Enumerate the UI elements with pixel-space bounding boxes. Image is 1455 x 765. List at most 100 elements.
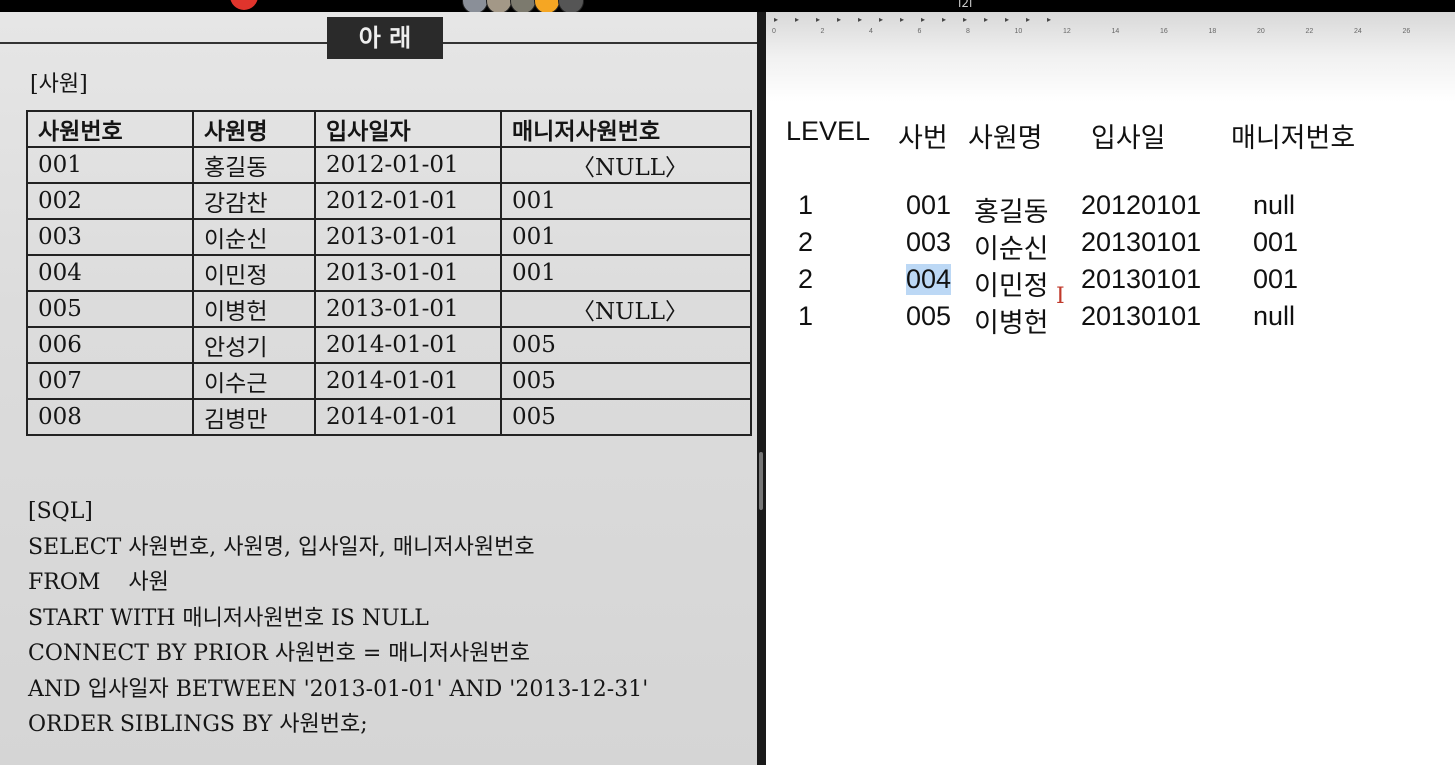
table-name: [사원] [30,72,88,97]
table-row: 007 이수근 2014-01-01 005 [26,362,752,400]
row-emp-no[interactable]: 003 [906,227,952,257]
tab-stop-icon[interactable]: ▸ [942,15,947,24]
header-emp-no: 사번 [898,123,948,153]
tab-stop-icon[interactable]: ▸ [795,15,800,24]
row-hire-date[interactable]: 20130101 [1081,301,1202,331]
table-cell: 001 [500,218,752,256]
header-manager-no: 매니저번호 [1231,123,1356,153]
ruler-number: 8 [966,28,970,35]
section-title: 아 래 [327,17,443,59]
tab-stop-icon[interactable]: ▸ [984,15,989,24]
table-cell: 이수근 [192,362,316,400]
row-manager-no[interactable]: null [1253,190,1296,220]
table-cell: 2012-01-01 [314,146,502,184]
ruler-number: 6 [917,28,922,35]
header-hire-date: 입사일 [1091,123,1166,153]
column-header: 입사일자 [314,110,502,148]
ruler-number: 12 [1063,28,1071,35]
table-row: 006 안성기 2014-01-01 005 [26,326,752,364]
table-cell: 001 [26,146,194,184]
sql-block: [SQL] SELECT 사원번호, 사원명, 입사일자, 매니저사원번호 FROM… [28,494,648,743]
table-cell: 2012-01-01 [314,182,502,220]
top-bar: l2l [0,0,1455,14]
sql-label: [SQL] [28,499,93,524]
tab-stop-icon[interactable]: ▸ [816,15,821,24]
table-row: 008 김병만 2014-01-01 005 [26,398,752,436]
ruler-number: 16 [1160,28,1168,35]
tab-stop-icon[interactable]: ▸ [879,15,884,24]
tab-stop-icon[interactable]: ▸ [1005,15,1010,24]
table-row: 003 이순신 2013-01-01 001 [26,218,752,256]
tab-stop-icon[interactable]: ▸ [1047,15,1052,24]
ruler-number: 14 [1111,28,1120,35]
ruler-number: 26 [1402,28,1411,35]
table-cell: 008 [26,398,194,436]
row-emp-no[interactable]: 005 [906,301,952,331]
top-bar-center-text: l2l [958,0,973,10]
table-cell: 이민정 [192,254,316,292]
table-cell: 007 [26,362,194,400]
sql-line: START WITH 매니저사원번호 IS NULL [28,605,429,631]
row-level[interactable]: 2 [798,227,814,257]
row-manager-no[interactable]: 001 [1253,227,1299,257]
ruler-number: 22 [1305,28,1314,35]
split-divider[interactable] [757,12,766,765]
table-cell: 001 [500,182,752,220]
row-hire-date[interactable]: 20120101 [1081,190,1202,220]
table-cell: 004 [26,254,194,292]
header-emp-name: 사원명 [968,123,1043,153]
table-cell: 2014-01-01 [314,326,502,364]
row-level[interactable]: 2 [798,264,814,294]
ruler-number: 0 [772,28,776,35]
table-header-row: 사원번호 사원명 입사일자 매니저사원번호 [26,110,752,148]
record-icon[interactable] [230,0,258,10]
table-cell: 2013-01-01 [314,218,502,256]
table-cell: 006 [26,326,194,364]
ruler-number: 2 [820,28,825,35]
table-cell: 〈NULL〉 [500,146,752,184]
tab-stop-icon[interactable]: ▸ [900,15,905,24]
header-level: LEVEL [786,116,871,146]
drag-handle[interactable] [759,452,763,510]
row-emp-name[interactable]: 이병헌 [974,308,1049,338]
row-emp-no[interactable]: 004 [906,264,952,295]
table-cell: 001 [500,254,752,292]
column-header: 사원번호 [26,110,194,148]
ruler-number: 24 [1354,28,1362,35]
table-cell: 2014-01-01 [314,398,502,436]
table-cell: 2014-01-01 [314,362,502,400]
table-cell: 2013-01-01 [314,254,502,292]
row-manager-no[interactable]: null [1253,301,1296,331]
sql-line: FROM 사원 [28,570,169,595]
table-row: 004 이민정 2013-01-01 001 [26,254,752,292]
table-cell: 005 [500,362,752,400]
row-level[interactable]: 1 [798,190,814,220]
table-cell: 이병헌 [192,290,316,328]
table-row: 002 강감찬 2012-01-01 001 [26,182,752,220]
row-emp-name[interactable]: 홍길동 [974,197,1049,227]
row-hire-date[interactable]: 20130101 [1081,264,1202,294]
tab-stop-icon[interactable]: ▸ [858,15,863,24]
row-manager-no[interactable]: 001 [1253,264,1299,294]
row-level[interactable]: 1 [798,301,814,331]
row-hire-date[interactable]: 20130101 [1081,227,1202,257]
tab-stop-icon[interactable]: ▸ [837,15,842,24]
ruler-number: 10 [1014,28,1023,35]
table-cell: 2013-01-01 [314,290,502,328]
row-emp-name[interactable]: 이민정 [974,271,1049,301]
tab-stop-icon[interactable]: ▸ [1026,15,1031,24]
row-emp-no[interactable]: 001 [906,190,952,220]
text-cursor-icon: I [1056,284,1065,309]
row-emp-name[interactable]: 이순신 [974,234,1049,264]
ruler[interactable]: ▸ ▸ ▸ ▸ ▸ ▸ ▸ ▸ ▸ ▸ ▸ ▸ ▸ ▸ 0 2 4 6 8 10 12 14 16 18 20 22 24 26 [766,12,1455,36]
column-header: 매니저사원번호 [500,110,752,148]
table-cell: 003 [26,218,194,256]
tab-stop-icon[interactable]: ▸ [963,15,968,24]
column-header: 사원명 [192,110,316,148]
table-cell: 〈NULL〉 [500,290,752,328]
tab-stop-icon[interactable]: ▸ [774,15,779,24]
table-cell: 002 [26,182,194,220]
document-editor[interactable]: ▸ ▸ ▸ ▸ ▸ ▸ ▸ ▸ ▸ ▸ ▸ ▸ ▸ ▸ 0 2 4 6 8 10 12 14 16 18 20 22 24 26 LE… [766,12,1455,765]
ruler-number: 20 [1257,28,1265,35]
tab-stop-icon[interactable]: ▸ [921,15,926,24]
